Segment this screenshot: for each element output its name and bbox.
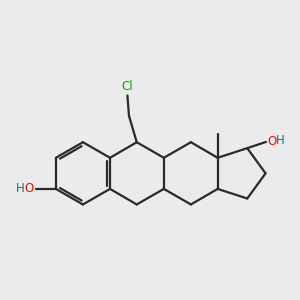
Text: Cl: Cl [122,80,133,93]
Text: O: O [25,182,34,195]
Text: H: H [276,134,284,147]
Text: H: H [16,182,24,195]
Text: O: O [268,135,277,148]
